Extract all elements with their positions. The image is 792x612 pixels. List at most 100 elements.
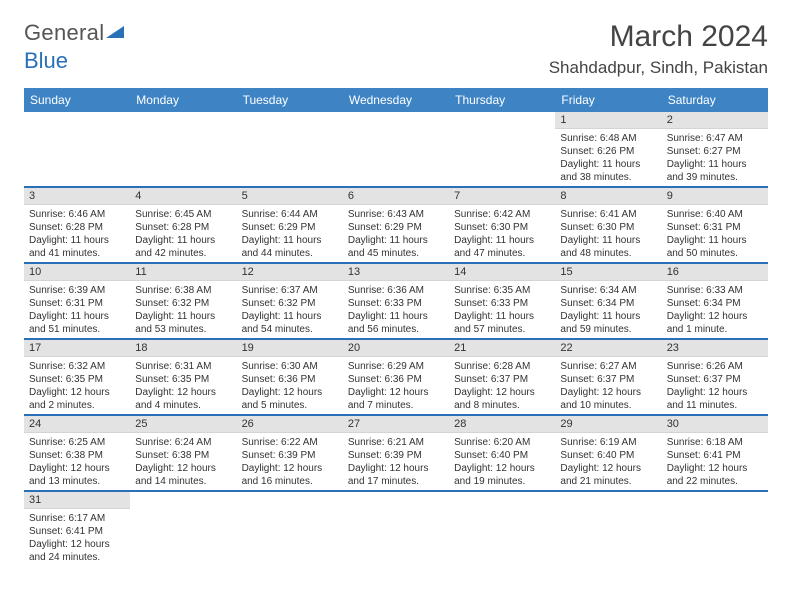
day-details: Sunrise: 6:22 AMSunset: 6:39 PMDaylight:… <box>237 433 343 492</box>
calendar-cell: 2Sunrise: 6:47 AMSunset: 6:27 PMDaylight… <box>662 112 768 188</box>
day-details: Sunrise: 6:17 AMSunset: 6:41 PMDaylight:… <box>24 509 130 566</box>
day-details: Sunrise: 6:48 AMSunset: 6:26 PMDaylight:… <box>555 129 661 188</box>
day-details: Sunrise: 6:21 AMSunset: 6:39 PMDaylight:… <box>343 433 449 492</box>
day-number: 11 <box>130 264 236 281</box>
empty-day-bar <box>237 492 343 508</box>
day-header-sunday: Sunday <box>24 88 130 112</box>
day-details: Sunrise: 6:27 AMSunset: 6:37 PMDaylight:… <box>555 357 661 416</box>
logo-text-2: l <box>99 20 104 46</box>
header: General March 2024 Shahdadpur, Sindh, Pa… <box>24 20 768 78</box>
day-header-saturday: Saturday <box>662 88 768 112</box>
day-number: 6 <box>343 188 449 205</box>
calendar-cell: 1Sunrise: 6:48 AMSunset: 6:26 PMDaylight… <box>555 112 661 188</box>
day-number: 27 <box>343 416 449 433</box>
day-number: 29 <box>555 416 661 433</box>
day-details: Sunrise: 6:38 AMSunset: 6:32 PMDaylight:… <box>130 281 236 340</box>
day-number: 21 <box>449 340 555 357</box>
empty-day-details <box>237 508 343 566</box>
day-number: 20 <box>343 340 449 357</box>
calendar-cell: 13Sunrise: 6:36 AMSunset: 6:33 PMDayligh… <box>343 264 449 340</box>
calendar-cell: 29Sunrise: 6:19 AMSunset: 6:40 PMDayligh… <box>555 416 661 492</box>
calendar-cell: 14Sunrise: 6:35 AMSunset: 6:33 PMDayligh… <box>449 264 555 340</box>
day-details: Sunrise: 6:35 AMSunset: 6:33 PMDaylight:… <box>449 281 555 340</box>
calendar-cell: 8Sunrise: 6:41 AMSunset: 6:30 PMDaylight… <box>555 188 661 264</box>
day-details: Sunrise: 6:36 AMSunset: 6:33 PMDaylight:… <box>343 281 449 340</box>
day-number: 5 <box>237 188 343 205</box>
day-number: 13 <box>343 264 449 281</box>
calendar-cell: 11Sunrise: 6:38 AMSunset: 6:32 PMDayligh… <box>130 264 236 340</box>
day-number: 7 <box>449 188 555 205</box>
calendar-cell: 28Sunrise: 6:20 AMSunset: 6:40 PMDayligh… <box>449 416 555 492</box>
day-number: 16 <box>662 264 768 281</box>
day-details: Sunrise: 6:47 AMSunset: 6:27 PMDaylight:… <box>662 129 768 188</box>
calendar-cell: 19Sunrise: 6:30 AMSunset: 6:36 PMDayligh… <box>237 340 343 416</box>
calendar-cell: 15Sunrise: 6:34 AMSunset: 6:34 PMDayligh… <box>555 264 661 340</box>
day-number: 8 <box>555 188 661 205</box>
calendar-cell: 25Sunrise: 6:24 AMSunset: 6:38 PMDayligh… <box>130 416 236 492</box>
calendar-row: 24Sunrise: 6:25 AMSunset: 6:38 PMDayligh… <box>24 416 768 492</box>
day-details: Sunrise: 6:29 AMSunset: 6:36 PMDaylight:… <box>343 357 449 416</box>
day-number: 4 <box>130 188 236 205</box>
calendar-cell: 23Sunrise: 6:26 AMSunset: 6:37 PMDayligh… <box>662 340 768 416</box>
calendar-cell <box>555 492 661 566</box>
day-number: 2 <box>662 112 768 129</box>
empty-day-details <box>343 508 449 566</box>
day-number: 24 <box>24 416 130 433</box>
day-header-monday: Monday <box>130 88 236 112</box>
day-details: Sunrise: 6:34 AMSunset: 6:34 PMDaylight:… <box>555 281 661 340</box>
day-details: Sunrise: 6:19 AMSunset: 6:40 PMDaylight:… <box>555 433 661 492</box>
day-details: Sunrise: 6:41 AMSunset: 6:30 PMDaylight:… <box>555 205 661 264</box>
day-details: Sunrise: 6:24 AMSunset: 6:38 PMDaylight:… <box>130 433 236 492</box>
day-details: Sunrise: 6:37 AMSunset: 6:32 PMDaylight:… <box>237 281 343 340</box>
day-number: 30 <box>662 416 768 433</box>
calendar-cell <box>24 112 130 188</box>
calendar-row: 10Sunrise: 6:39 AMSunset: 6:31 PMDayligh… <box>24 264 768 340</box>
calendar-cell: 26Sunrise: 6:22 AMSunset: 6:39 PMDayligh… <box>237 416 343 492</box>
calendar-cell: 6Sunrise: 6:43 AMSunset: 6:29 PMDaylight… <box>343 188 449 264</box>
day-details: Sunrise: 6:42 AMSunset: 6:30 PMDaylight:… <box>449 205 555 264</box>
logo-triangle-icon <box>106 26 124 38</box>
empty-day-details <box>449 508 555 566</box>
empty-day-bar <box>449 492 555 508</box>
day-number: 26 <box>237 416 343 433</box>
day-number: 22 <box>555 340 661 357</box>
calendar-cell <box>237 112 343 188</box>
logo-text-1: Genera <box>24 20 99 46</box>
day-number: 3 <box>24 188 130 205</box>
calendar-cell: 12Sunrise: 6:37 AMSunset: 6:32 PMDayligh… <box>237 264 343 340</box>
calendar-cell: 16Sunrise: 6:33 AMSunset: 6:34 PMDayligh… <box>662 264 768 340</box>
empty-day-bar <box>130 492 236 508</box>
calendar-cell: 3Sunrise: 6:46 AMSunset: 6:28 PMDaylight… <box>24 188 130 264</box>
calendar-cell <box>237 492 343 566</box>
day-details: Sunrise: 6:45 AMSunset: 6:28 PMDaylight:… <box>130 205 236 264</box>
calendar-cell <box>343 492 449 566</box>
logo: General <box>24 20 126 46</box>
calendar-cell <box>662 492 768 566</box>
calendar-cell: 27Sunrise: 6:21 AMSunset: 6:39 PMDayligh… <box>343 416 449 492</box>
day-details: Sunrise: 6:40 AMSunset: 6:31 PMDaylight:… <box>662 205 768 264</box>
calendar-cell: 30Sunrise: 6:18 AMSunset: 6:41 PMDayligh… <box>662 416 768 492</box>
calendar-cell: 10Sunrise: 6:39 AMSunset: 6:31 PMDayligh… <box>24 264 130 340</box>
day-header-thursday: Thursday <box>449 88 555 112</box>
empty-day-bar <box>449 112 555 128</box>
calendar-cell: 22Sunrise: 6:27 AMSunset: 6:37 PMDayligh… <box>555 340 661 416</box>
calendar-body: 1Sunrise: 6:48 AMSunset: 6:26 PMDaylight… <box>24 112 768 566</box>
day-header-tuesday: Tuesday <box>237 88 343 112</box>
calendar-cell <box>130 112 236 188</box>
empty-day-bar <box>24 112 130 128</box>
day-details: Sunrise: 6:44 AMSunset: 6:29 PMDaylight:… <box>237 205 343 264</box>
day-number: 9 <box>662 188 768 205</box>
day-number: 17 <box>24 340 130 357</box>
empty-day-details <box>130 128 236 188</box>
day-number: 12 <box>237 264 343 281</box>
empty-day-details <box>343 128 449 188</box>
empty-day-details <box>130 508 236 566</box>
day-details: Sunrise: 6:18 AMSunset: 6:41 PMDaylight:… <box>662 433 768 492</box>
calendar-cell <box>343 112 449 188</box>
calendar-table: SundayMondayTuesdayWednesdayThursdayFrid… <box>24 88 768 566</box>
empty-day-bar <box>343 492 449 508</box>
day-details: Sunrise: 6:33 AMSunset: 6:34 PMDaylight:… <box>662 281 768 340</box>
day-number: 28 <box>449 416 555 433</box>
empty-day-bar <box>555 492 661 508</box>
calendar-cell: 20Sunrise: 6:29 AMSunset: 6:36 PMDayligh… <box>343 340 449 416</box>
